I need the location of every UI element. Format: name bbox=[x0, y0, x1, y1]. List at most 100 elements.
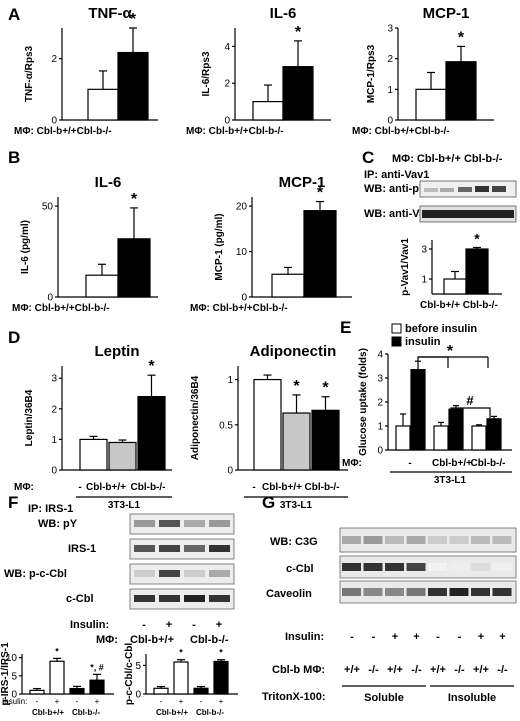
y-tick-label: 3 bbox=[387, 24, 393, 35]
genotype-label: -/- bbox=[411, 664, 422, 676]
bar bbox=[154, 688, 168, 694]
x-category: - bbox=[78, 482, 81, 493]
blot-band bbox=[134, 570, 155, 577]
x-axis-label: Cbl-b+/+ Cbl-b-/- bbox=[420, 300, 498, 311]
fraction-label: Insoluble bbox=[448, 692, 496, 704]
y-tick-label: 0 bbox=[51, 116, 57, 127]
blot-band bbox=[450, 563, 469, 571]
legend-insulin: insulin bbox=[405, 336, 441, 348]
y-tick-label: 50 bbox=[42, 202, 54, 213]
chart-title: Adiponectin bbox=[250, 343, 337, 360]
chart-title: TNF-α bbox=[88, 5, 132, 22]
bar bbox=[174, 662, 188, 694]
x-category: Cbl-b+/+ bbox=[432, 458, 472, 469]
group-label: Cbl-b-/- bbox=[190, 634, 229, 646]
significance-mark: * bbox=[148, 358, 155, 375]
x-category: Cbl-b-/- bbox=[471, 458, 506, 469]
chart-title: Leptin bbox=[95, 343, 140, 360]
genotype-label: -/- bbox=[368, 664, 379, 676]
y-axis-label: p-c-Cbl/c-Cbl bbox=[124, 643, 135, 705]
panel-a-mcp1-chart: 0 1 2 3 MCP-1/Rps3 MCP-1 * MΦ: Cbl-b+/+Cbl-b-/- bbox=[352, 5, 494, 137]
bar bbox=[411, 370, 425, 450]
y-tick-label: 0 bbox=[377, 446, 383, 457]
significance-mark: * bbox=[55, 646, 59, 656]
bar bbox=[283, 413, 310, 470]
significance-mark: # bbox=[466, 393, 474, 408]
bar bbox=[30, 690, 44, 694]
insulin-sign: - bbox=[372, 631, 376, 643]
y-axis-label: p-Vav1/Vav1 bbox=[400, 238, 411, 296]
insulin-sign: + bbox=[95, 697, 100, 706]
x-category: Cbl-b+/+ bbox=[86, 482, 126, 493]
bar bbox=[214, 661, 228, 694]
x-axis-label: MΦ: Cbl-b+/+Cbl-b-/- bbox=[12, 303, 110, 314]
insulin-sign: + bbox=[55, 697, 60, 706]
y-axis-label: MCP-1/Rps3 bbox=[366, 44, 377, 103]
blot-band bbox=[159, 570, 180, 577]
blot-band bbox=[493, 588, 512, 596]
bar bbox=[138, 397, 165, 470]
panel-f-ip: IP: IRS-1 bbox=[28, 503, 73, 515]
blot-band bbox=[407, 588, 426, 596]
x-category: - bbox=[408, 458, 411, 469]
y-tick-label: 1 bbox=[387, 85, 393, 96]
panel-b-il6-chart: 0 50 IL-6 (pg/ml) IL-6 * MΦ: Cbl-b+/+Cbl-b-/- bbox=[12, 174, 158, 314]
bar bbox=[109, 442, 136, 470]
genotype-label: -/- bbox=[454, 664, 465, 676]
blot-row-label: c-Cbl bbox=[66, 593, 94, 605]
blot-row-label: c-Cbl bbox=[286, 563, 314, 575]
bar bbox=[396, 426, 410, 450]
y-tick-label: 3 bbox=[51, 374, 57, 385]
insulin-sign: + bbox=[478, 631, 484, 643]
panel-c-ip: IP: anti-Vav1 bbox=[364, 169, 429, 181]
bar bbox=[254, 380, 281, 470]
y-axis-label: IL-6/Rps3 bbox=[201, 51, 212, 96]
y-axis-label: TNF-α/Rps3 bbox=[24, 45, 35, 102]
y-tick-label: 0.5 bbox=[219, 420, 233, 431]
bar bbox=[434, 426, 448, 450]
y-tick-label: 0 bbox=[387, 116, 393, 127]
blot-band bbox=[159, 545, 180, 552]
y-axis-label: IL-6 (pg/ml) bbox=[20, 220, 31, 274]
panel-c-chart: 13p-Vav1/Vav1 *Cbl-b+/+ Cbl-b-/- bbox=[400, 231, 502, 312]
blot-band bbox=[471, 536, 490, 544]
y-tick-label: 0 bbox=[135, 690, 141, 701]
significance-mark: * bbox=[131, 191, 138, 208]
y-axis-label: Leptin/36B4 bbox=[24, 389, 35, 446]
y-tick-label: 2 bbox=[224, 79, 230, 90]
blot-band bbox=[209, 545, 230, 552]
panel-a-tnf-chart: 0 2 TNF-α/Rps3 TNF-α* MΦ: Cbl-b+/+Cbl-b-/- bbox=[14, 5, 158, 137]
mf-label: Cbl-b MΦ: bbox=[272, 664, 325, 676]
cell-line-label: 3T3-L1 bbox=[280, 500, 313, 511]
bar bbox=[50, 661, 64, 694]
panel-a-label: A bbox=[8, 5, 20, 24]
legend-swatch-before bbox=[392, 324, 401, 333]
y-tick-label: 1 bbox=[377, 422, 383, 433]
group-label: Cbl-b+/+ bbox=[32, 708, 64, 717]
blot-band bbox=[364, 588, 383, 596]
insulin-label: Insulin: bbox=[2, 697, 27, 706]
blot-band bbox=[428, 536, 447, 544]
panel-c-wb1: WB: anti-pY bbox=[364, 183, 427, 195]
bar bbox=[70, 689, 84, 694]
y-axis-label: Adiponectin/36B4 bbox=[190, 375, 201, 460]
group-label: Cbl-b-/- bbox=[196, 708, 224, 717]
bracket-star bbox=[418, 357, 448, 368]
y-tick-label: 5 bbox=[135, 661, 141, 672]
genotype-label: +/+ bbox=[387, 664, 403, 676]
bar bbox=[88, 89, 118, 120]
bar bbox=[449, 409, 463, 450]
y-tick-label: 0 bbox=[241, 293, 247, 304]
legend-before: before insulin bbox=[405, 323, 477, 335]
significance-mark: * bbox=[293, 378, 300, 395]
group-label: Cbl-b-/- bbox=[72, 708, 100, 717]
bar bbox=[194, 688, 208, 694]
panel-c-label: C bbox=[362, 148, 374, 167]
blot-band bbox=[159, 595, 180, 602]
panel-e-chart: 0 1 2 3 4 Glucose uptake (folds) before insuli… bbox=[342, 323, 512, 486]
fraction-label: Soluble bbox=[364, 692, 404, 704]
insulin-sign: + bbox=[216, 619, 222, 631]
insulin-sign: - bbox=[350, 631, 354, 643]
legend-swatch-insulin bbox=[392, 337, 401, 346]
blot-band bbox=[159, 520, 180, 527]
